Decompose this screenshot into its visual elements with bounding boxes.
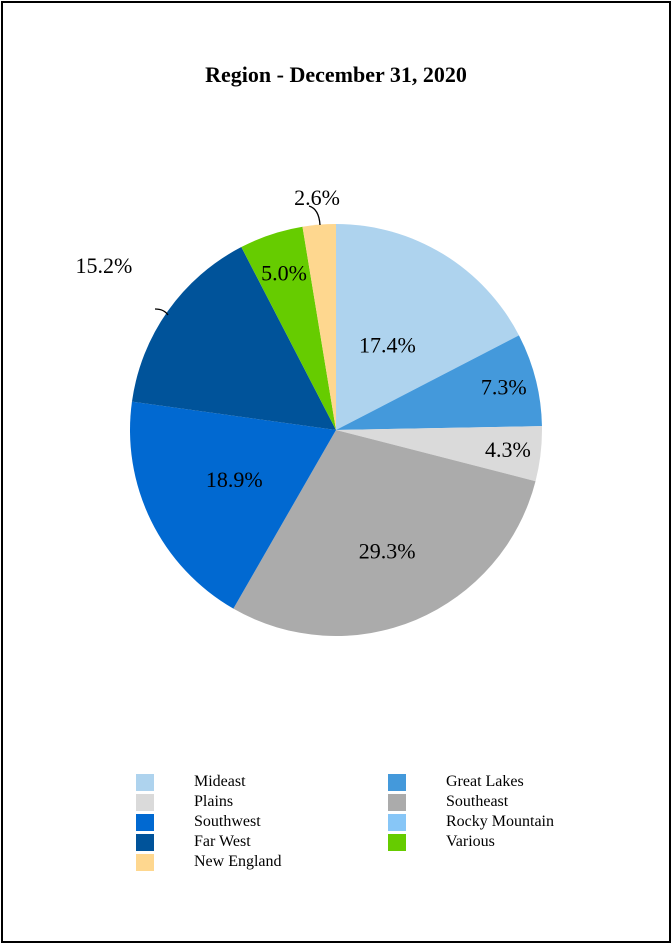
pie-label-plains: 4.3% — [485, 437, 531, 462]
legend-swatch — [136, 833, 154, 851]
legend-item-rocky-mountain: Rocky Mountain — [388, 812, 554, 832]
legend-label: Plains — [194, 793, 234, 810]
legend-label: Far West — [194, 833, 251, 850]
legend-item-far-west: Far West — [136, 832, 251, 852]
legend-label: Various — [446, 833, 495, 850]
leader-line-new-england — [308, 205, 321, 226]
pie-slice-far-west — [131, 247, 336, 430]
legend-swatch — [388, 813, 406, 831]
pie-label-southwest: 18.9% — [206, 467, 263, 492]
legend-item-various: Various — [388, 832, 495, 852]
legend-swatch — [388, 793, 406, 811]
legend-item-southeast: Southeast — [388, 792, 508, 812]
pie-slice-plains — [336, 426, 542, 482]
legend-swatch — [136, 853, 154, 871]
legend-label: Southeast — [446, 793, 509, 810]
pie-slice-various — [241, 226, 336, 430]
pie-label-great-lakes: 7.3% — [481, 374, 527, 399]
legend-swatch — [136, 793, 154, 811]
legend-item-great-lakes: Great Lakes — [388, 772, 524, 792]
legend-swatch — [136, 773, 154, 791]
legend-label: Great Lakes — [446, 773, 524, 790]
legend-item-mideast: Mideast — [136, 772, 246, 792]
leader-line-far-west — [154, 308, 169, 316]
chart-title: Region - December 31, 2020 — [205, 62, 467, 87]
legend-label: New England — [194, 853, 282, 870]
legend-label: Rocky Mountain — [446, 813, 554, 830]
pie-label-new-england: 2.6% — [294, 185, 340, 210]
pie-label-various: 5.0% — [261, 261, 307, 286]
pie-label-far-west: 15.2% — [76, 253, 133, 278]
legend-swatch — [136, 813, 154, 831]
pie-label-mideast: 17.4% — [359, 333, 416, 358]
legend-swatch — [388, 773, 406, 791]
legend-item-plains: Plains — [136, 792, 233, 812]
pie-slice-new-england — [302, 224, 336, 430]
legend-item-new-england: New England — [136, 852, 282, 872]
pie-slice-great-lakes — [336, 335, 542, 430]
legend-swatch — [388, 833, 406, 851]
pie-slice-southwest — [130, 401, 336, 609]
pie-label-southeast: 29.3% — [359, 538, 416, 563]
legend-label: Mideast — [194, 773, 246, 790]
pie-slice-southeast — [233, 430, 536, 636]
pie-slice-mideast — [336, 224, 519, 430]
legend-item-southwest: Southwest — [136, 812, 261, 832]
legend-label: Southwest — [194, 813, 261, 830]
